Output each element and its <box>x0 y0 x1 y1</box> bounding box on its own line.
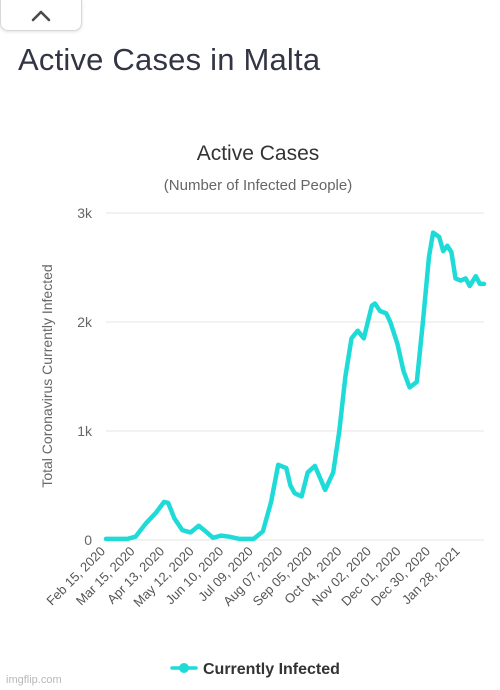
chart-title: Active Cases <box>197 142 320 165</box>
y-axis: 0 1k 2k 3k <box>77 205 93 548</box>
y-tick-label: 3k <box>77 205 93 221</box>
plot-area <box>103 230 487 542</box>
legend-marker <box>179 663 189 673</box>
chevron-up-icon <box>31 10 51 22</box>
legend-label: Currently Infected <box>203 661 340 678</box>
y-tick-label: 0 <box>84 532 92 548</box>
page-title: Active Cases in Malta <box>18 42 321 77</box>
y-axis-label: Total Coronavirus Currently Infected <box>39 264 55 487</box>
legend[interactable]: Currently Infected <box>170 661 340 678</box>
y-tick-label: 1k <box>77 423 93 439</box>
chart-subtitle: (Number of Infected People) <box>164 177 352 194</box>
y-tick-label: 2k <box>77 314 93 330</box>
series-line <box>103 230 487 542</box>
collapse-button[interactable] <box>0 0 82 31</box>
watermark: imgflip.com <box>6 674 62 686</box>
